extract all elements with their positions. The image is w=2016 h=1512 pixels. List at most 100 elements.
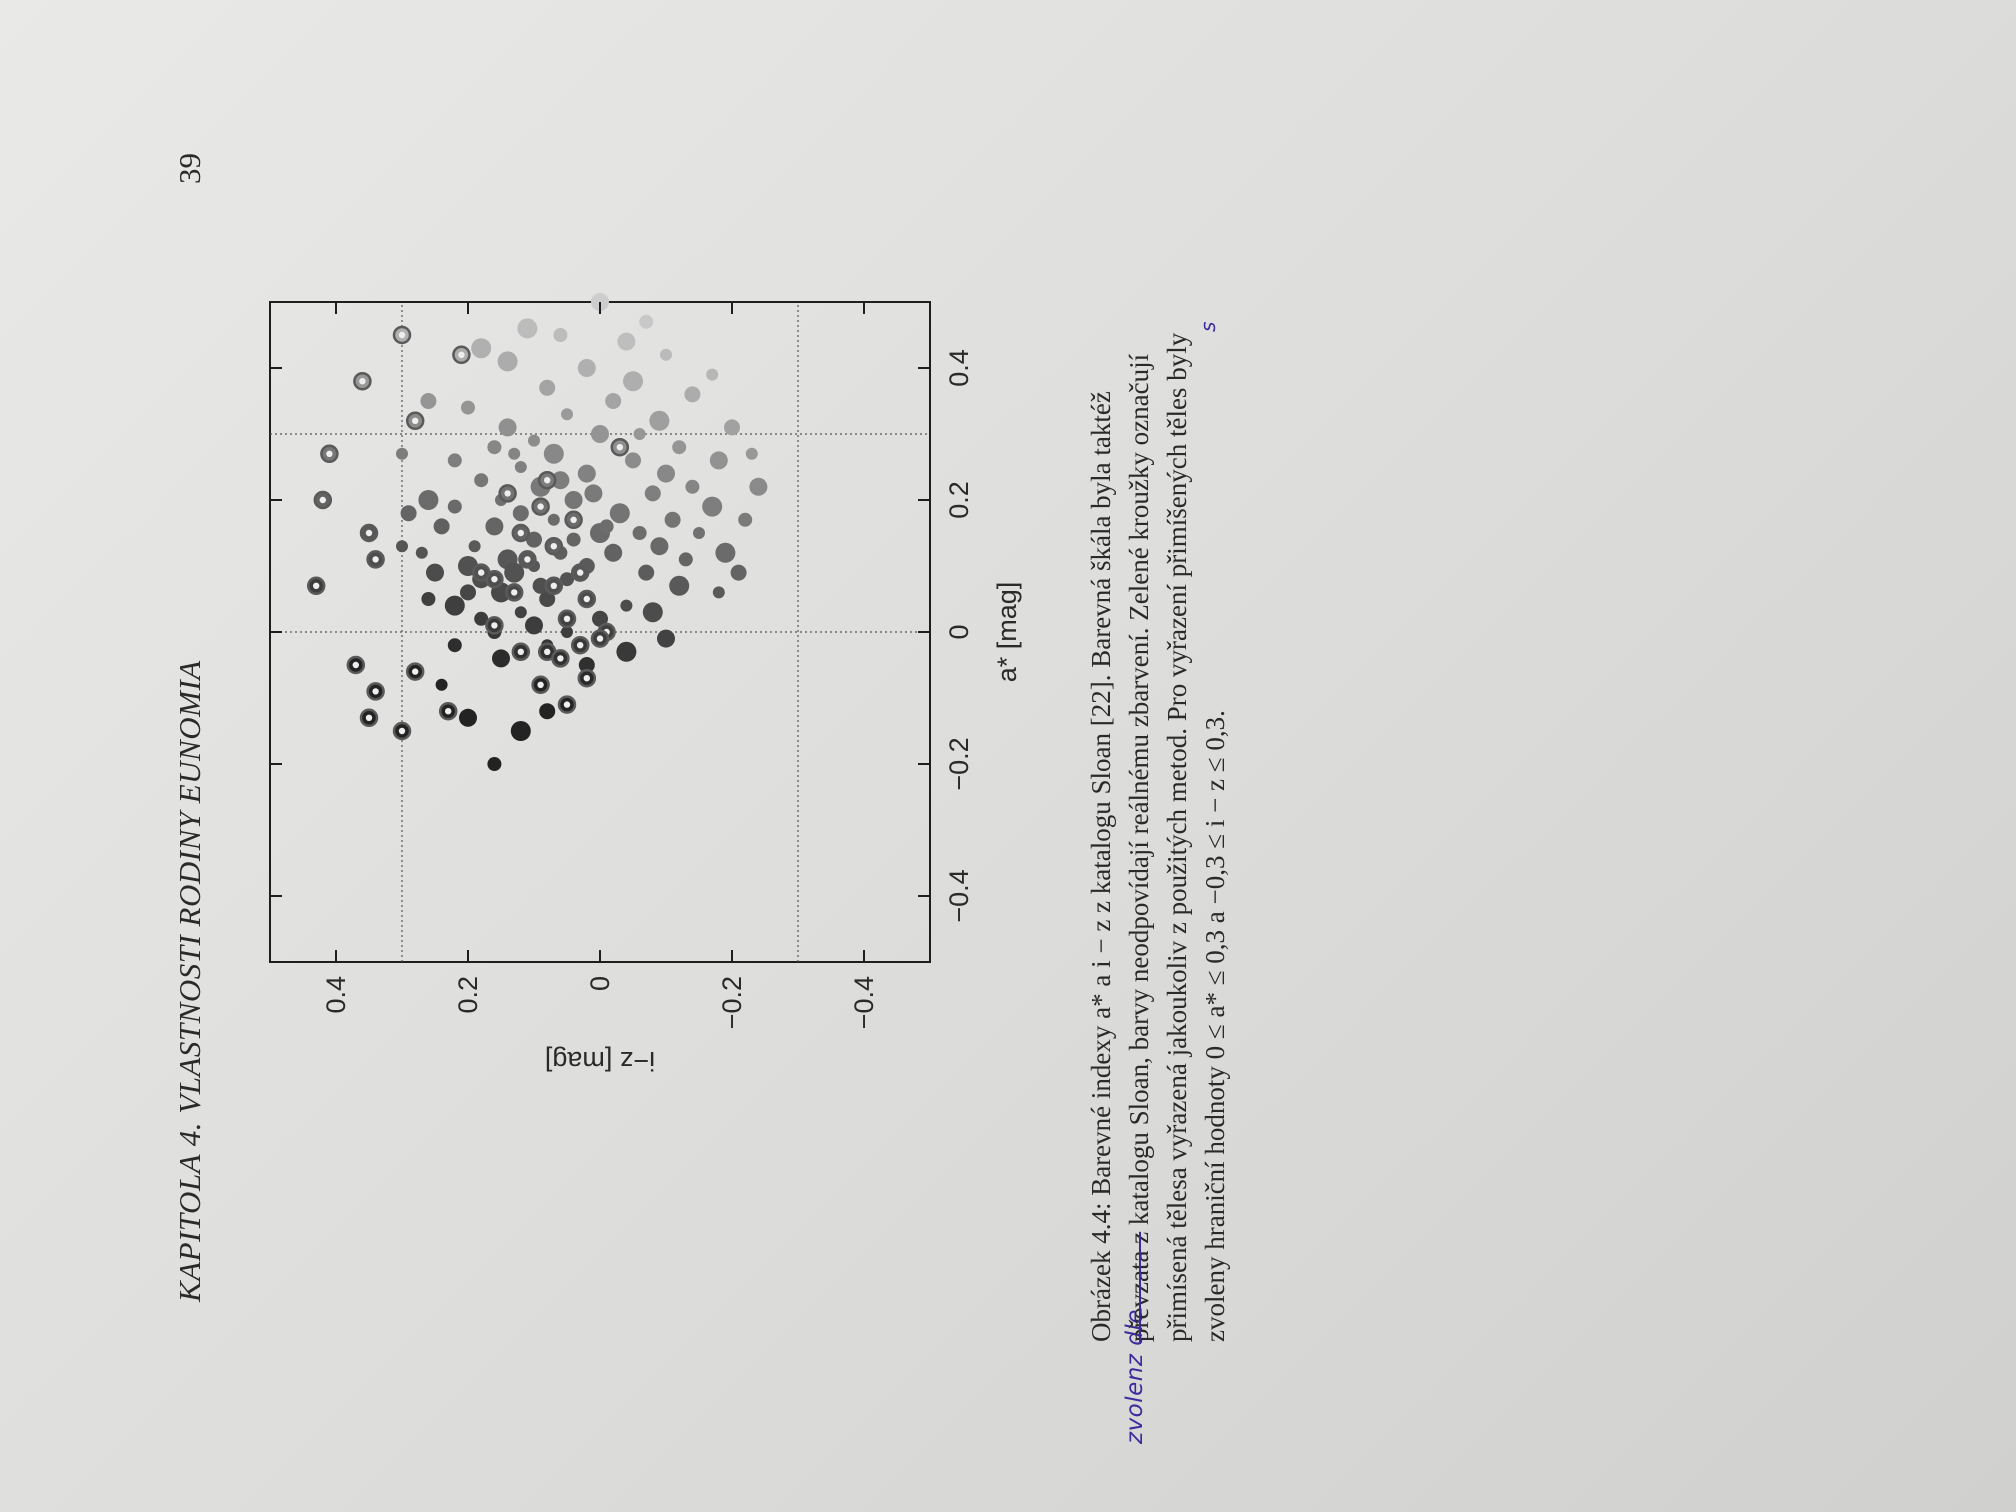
data-point (712, 586, 725, 599)
data-point (508, 447, 521, 460)
data-point-ring-center (524, 556, 531, 563)
data-point-ring-center (570, 516, 577, 523)
data-point (539, 591, 556, 607)
data-point (474, 473, 489, 488)
data-point-ring-center (537, 503, 544, 510)
scatter-plot-svg: −0.4−0.200.20.40.4 0.2 0 −0.2 −0.4 a* [mag] … (269, 293, 1022, 1076)
data-point (561, 626, 573, 638)
data-point-ring-center (596, 635, 604, 642)
data-point-ring-center (398, 331, 406, 339)
data-point (510, 721, 531, 741)
data-point (738, 512, 753, 527)
x-tick-label: −0.4 (944, 869, 974, 922)
x-tick-label: 0.2 (944, 481, 974, 519)
data-point (657, 629, 675, 648)
data-point (433, 518, 450, 535)
data-point (460, 584, 476, 601)
data-point (487, 440, 502, 455)
data-point (649, 410, 670, 431)
running-header: KAPITOLA 4. VLASTNOSTI RODINY EUNOMIA (172, 660, 207, 1302)
data-point-ring-center (491, 622, 498, 629)
data-point-ring-center (583, 675, 590, 682)
data-point (543, 443, 564, 464)
data-point-ring-center (517, 529, 524, 537)
x-tick-label: 0 (944, 624, 974, 639)
data-point (684, 386, 701, 403)
caption-line-3: přimísená tělesa vyřazená jakoukoliv z p… (1162, 332, 1192, 1342)
data-point-ring-center (550, 582, 557, 589)
data-point (642, 602, 663, 623)
data-point (644, 485, 661, 502)
data-point-ring-center (577, 569, 584, 576)
data-point-ring-center (398, 727, 406, 735)
data-point (418, 490, 439, 510)
data-point (420, 393, 437, 409)
data-point (396, 447, 408, 460)
data-point (539, 379, 556, 396)
data-point-ring-center (491, 576, 498, 583)
x-tick-label: 0.4 (944, 349, 974, 387)
data-point (638, 564, 655, 581)
data-point (426, 563, 444, 582)
data-point-ring-center (478, 569, 485, 576)
data-point (497, 351, 518, 372)
data-point-ring-center (544, 477, 551, 484)
data-point (591, 425, 609, 443)
data-point-ring-center (458, 351, 465, 358)
data-point (664, 511, 681, 528)
data-point (623, 371, 643, 392)
data-point (553, 328, 568, 342)
data-point (447, 453, 462, 468)
caption-line-2: převzata z katalogu Sloan, barvy neodpov… (1120, 192, 1158, 1342)
data-point-ring-center (563, 615, 571, 622)
data-point-ring-center (577, 642, 584, 649)
data-point (564, 491, 583, 509)
data-point (566, 532, 581, 547)
data-point (415, 546, 428, 559)
caption-line-2-rest: katalogu Sloan, barvy neodpovídají reáln… (1124, 353, 1154, 1232)
data-point (447, 638, 462, 653)
data-point (609, 503, 630, 524)
data-point-ring-center (312, 582, 320, 589)
data-point-ring-center (326, 450, 333, 457)
data-point (547, 513, 560, 526)
data-point-ring-center (583, 595, 590, 603)
y-tick-label: 0.4 (321, 976, 351, 1014)
data-point (551, 471, 570, 490)
data-point-ring-center (537, 681, 544, 688)
data-point-ring-center (504, 490, 511, 497)
data-point-ring-center (550, 543, 557, 550)
data-point (492, 649, 510, 668)
data-point-ring-center (412, 668, 419, 675)
y-axis-label: i−z [mag] (545, 1046, 655, 1076)
data-point (639, 314, 654, 329)
y-tick-label: −0.4 (849, 976, 879, 1029)
data-point-ring-center (319, 496, 327, 504)
data-point (514, 461, 527, 473)
data-point (474, 611, 489, 626)
x-tick-label: −0.2 (944, 737, 974, 790)
data-point-ring-center (352, 661, 360, 669)
data-point (625, 452, 641, 469)
caption-line-1: Obrázek 4.4: Barevné indexy a* a i − z z… (1086, 391, 1116, 1342)
data-point-ring-center (517, 648, 524, 655)
data-point (660, 348, 672, 361)
data-point (724, 419, 740, 436)
data-point (693, 527, 705, 539)
data-point (487, 757, 502, 771)
data-point (396, 540, 408, 553)
data-point (444, 595, 465, 616)
figure-caption: Obrázek 4.4: Barevné indexy a* a i − z z… (1082, 192, 1234, 1342)
data-point (605, 393, 622, 409)
y-tick-label: 0 (585, 976, 615, 991)
data-point (525, 616, 543, 635)
data-point (592, 610, 608, 627)
data-point (561, 408, 573, 421)
data-point (584, 484, 603, 503)
data-point (669, 575, 690, 596)
data-point (709, 451, 728, 470)
data-point (514, 606, 527, 619)
data-point (504, 562, 525, 583)
data-point-ring-center (616, 444, 623, 451)
